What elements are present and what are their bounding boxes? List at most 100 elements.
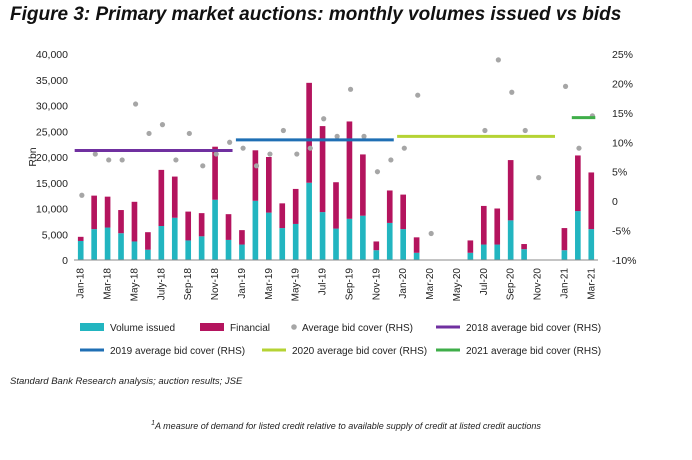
chart: 0 5,000 10,000 15,000 20,000 25,000 30,000 35,0… — [27, 49, 637, 357]
bar-financial — [265, 157, 272, 213]
bid-cover-point — [280, 127, 286, 134]
bar-financial — [333, 182, 339, 229]
bar-financial — [198, 213, 205, 237]
x-tick-label: May-19 — [291, 268, 302, 302]
bar-financial — [104, 196, 111, 228]
bid-cover-point — [253, 163, 260, 169]
bar-financial — [346, 121, 353, 219]
bar-volume-issued — [145, 249, 151, 260]
legend: Volume issued Financial Average bid cover … — [80, 323, 601, 357]
x-tick-label: Nov-20 — [533, 268, 544, 301]
x-tick-label: Sep-19 — [344, 268, 355, 301]
bid-cover-point — [361, 133, 367, 139]
bar-volume-issued — [373, 250, 380, 260]
bar-volume-issued — [319, 212, 326, 260]
bid-cover-point — [509, 89, 515, 95]
bar-financial — [145, 232, 151, 250]
bid-cover-point — [173, 157, 179, 163]
y-tick-label: 30,000 — [36, 101, 68, 113]
x-tick-label: Mar-21 — [586, 268, 597, 300]
bid-cover-point — [374, 169, 381, 175]
footnote-text: A measure of demand for listed credit re… — [155, 421, 541, 431]
bid-cover-point — [92, 151, 98, 157]
bar-financial — [521, 244, 527, 250]
bar-volume-issued — [225, 239, 232, 260]
bid-cover-point — [415, 92, 421, 98]
bar-volume-issued — [346, 218, 353, 260]
bar-financial — [373, 241, 380, 251]
bid-cover-point — [401, 145, 407, 151]
x-tick-label: Mar-19 — [264, 268, 275, 300]
bid-cover-point — [106, 157, 112, 163]
y-tick-label: 0 — [62, 255, 68, 267]
bar-financial — [131, 201, 138, 242]
bar-volume-issued — [252, 200, 259, 260]
bid-cover-point — [213, 151, 219, 157]
average-lines — [74, 116, 596, 153]
bar-financial — [225, 214, 232, 240]
bid-cover-point — [227, 139, 233, 145]
y2-tick-label: 20% — [612, 78, 633, 90]
y2-tick-label: 15% — [612, 108, 633, 120]
bar-financial — [494, 208, 501, 245]
bar-volume-issued — [494, 244, 501, 260]
x-tick-label: Jan-19 — [237, 268, 248, 299]
bid-cover-point — [119, 157, 125, 163]
source-note: Standard Bank Research analysis; auction… — [10, 376, 243, 387]
bar-financial — [239, 230, 245, 245]
bar-financial — [413, 237, 420, 253]
legend-swatch — [80, 323, 104, 331]
legend-swatch — [200, 323, 224, 331]
bid-cover-point — [536, 175, 542, 181]
bid-cover-point — [522, 127, 528, 134]
bar-financial — [561, 228, 568, 251]
legend-label: 2019 average bid cover (RHS) — [110, 346, 245, 357]
bar-financial — [158, 169, 165, 227]
bid-cover-point — [200, 163, 206, 169]
bar-financial — [360, 154, 366, 216]
bar-financial — [467, 240, 474, 253]
bar-volume-issued — [561, 250, 568, 260]
y2-tick-label: 5% — [612, 167, 627, 179]
bar-volume-issued — [413, 252, 420, 260]
x-tick-label: Jan-21 — [559, 268, 570, 299]
bid-cover-point — [334, 133, 340, 139]
x-tick-label: Jul-19 — [318, 268, 329, 296]
bid-cover-point — [562, 83, 569, 89]
legend-label: 2021 average bid cover (RHS) — [466, 346, 601, 357]
bid-cover-point — [146, 130, 152, 137]
x-tick-label: Sep-20 — [506, 268, 517, 301]
y2-tick-label: 10% — [612, 137, 633, 149]
bid-cover-point — [495, 57, 501, 63]
bar-financial — [319, 126, 326, 213]
footnote-mark: 1 — [151, 420, 156, 427]
bar-volume-issued — [104, 227, 111, 260]
x-tick-label: Mar-18 — [103, 268, 114, 300]
bar-volume-issued — [360, 215, 366, 260]
y2-tick-label: 0 — [612, 196, 618, 208]
bar-financial — [292, 188, 299, 224]
x-tick-label: Mar-20 — [425, 268, 436, 300]
x-tick-label: Jul-20 — [479, 268, 490, 296]
x-tick-label: Nov-19 — [371, 268, 382, 301]
x-tick-label: Jan-18 — [76, 268, 87, 299]
bar-financial — [279, 203, 286, 229]
y-tick-label: 40,000 — [36, 49, 68, 61]
bid-cover-point — [482, 127, 488, 134]
bar-financial — [480, 205, 487, 245]
bar-volume-issued — [306, 182, 312, 260]
y2-tick-label: -10% — [612, 255, 637, 267]
legend-label: 2020 average bid cover (RHS) — [292, 346, 427, 357]
legend-label: 2018 average bid cover (RHS) — [466, 323, 601, 334]
x-tick-label: May-20 — [452, 268, 463, 302]
bar-volume-issued — [467, 252, 474, 260]
y-tick-label: 20,000 — [36, 152, 68, 164]
y2-tick-label: -5% — [612, 226, 631, 238]
bid-cover-point — [307, 145, 313, 151]
bar-volume-issued — [239, 244, 245, 260]
bar-volume-issued — [198, 236, 205, 260]
y-axis-label: Rbn — [27, 147, 39, 166]
bar-series — [77, 82, 595, 260]
bar-volume-issued — [185, 240, 192, 260]
bar-financial — [575, 155, 581, 212]
